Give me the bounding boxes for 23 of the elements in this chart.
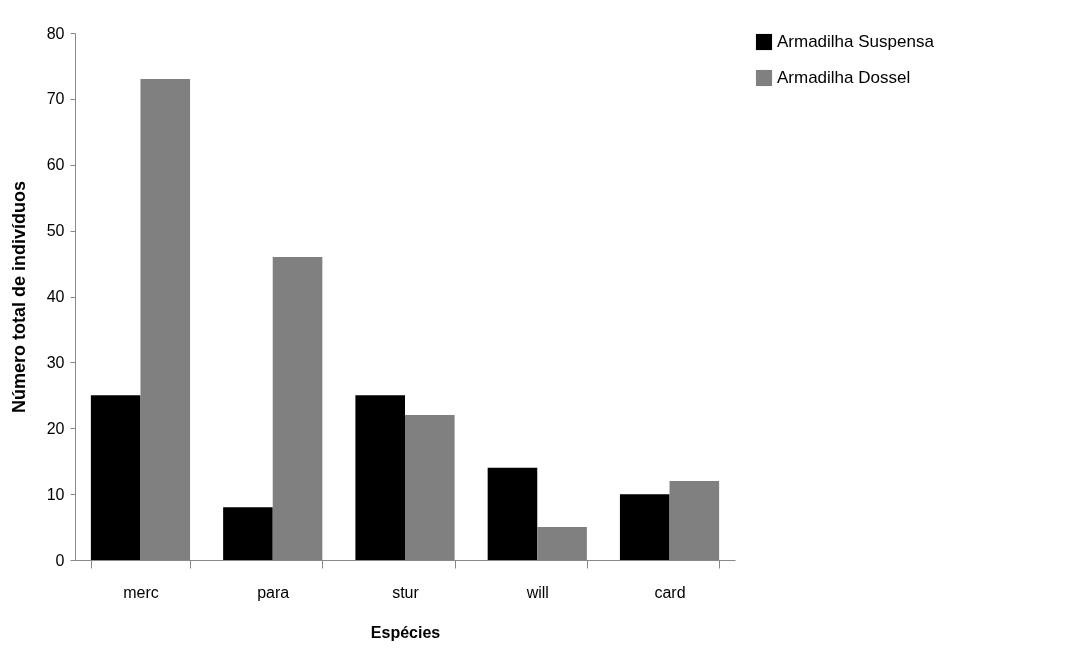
bar [90, 395, 141, 560]
bar [223, 507, 273, 560]
x-tick-label: stur [392, 583, 420, 601]
bar [487, 467, 538, 560]
y-tick-label: 0 [55, 551, 65, 569]
bar [355, 395, 405, 560]
y-tick-label: 70 [46, 90, 65, 108]
y-tick-label: 50 [46, 222, 65, 240]
x-tick-label: will [525, 583, 549, 601]
legend-label: Armadilha Dossel [777, 68, 911, 87]
y-tick-label: 40 [46, 288, 65, 305]
x-tick-label: merc [123, 583, 159, 601]
x-tick-label: para [257, 583, 290, 601]
legend-label: Armadilha Suspensa [777, 32, 935, 51]
y-tick-label: 30 [46, 353, 65, 371]
y-tick-label: 10 [46, 485, 65, 503]
x-tick-label: card [654, 583, 686, 601]
x-axis-title: Espécies [370, 623, 441, 641]
y-axis-title: Número total de indivíduos [8, 180, 29, 414]
y-tick-label: 80 [46, 24, 65, 42]
bar [619, 494, 670, 560]
y-tick-label: 60 [46, 156, 65, 174]
y-tick-label: 20 [46, 419, 65, 437]
